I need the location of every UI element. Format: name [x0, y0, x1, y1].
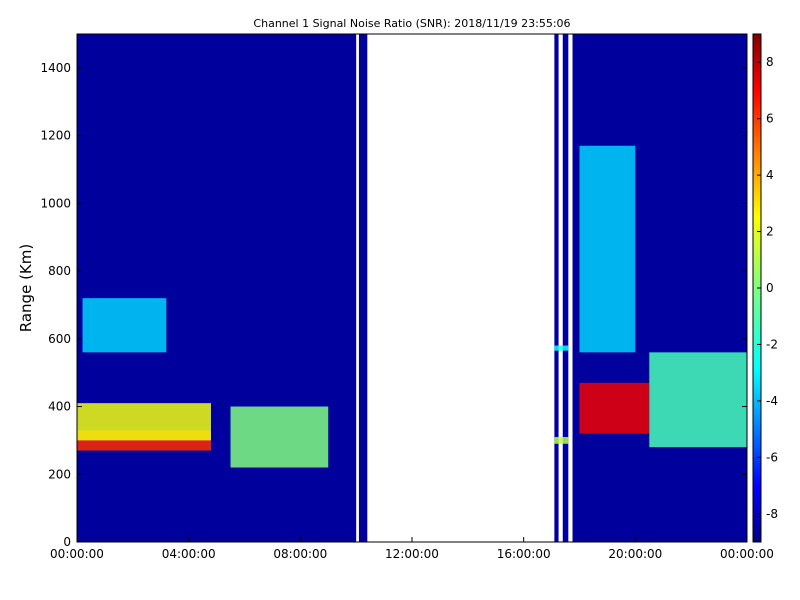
x-tick-label: 20:00:00	[608, 547, 662, 561]
x-axis: 00:00:00 04:00:00 08:00:00 12:00:00 16:00:00…	[50, 537, 774, 561]
y-tick-label: 800	[48, 264, 71, 278]
x-tick-label: 08:00:00	[273, 547, 327, 561]
y-tick-label: 0	[63, 535, 71, 549]
snr-features	[77, 145, 747, 468]
y-axis-label: Range (Km)	[17, 244, 35, 332]
colorbar-tick-label: -4	[766, 394, 778, 408]
x-tick-label: 04:00:00	[162, 547, 216, 561]
snr-feature-4	[554, 437, 569, 444]
colorbar-tick-label: -8	[766, 507, 778, 521]
data-column-1	[358, 34, 368, 542]
x-tick-label: 16:00:00	[497, 547, 551, 561]
colorbar-tick-label: 6	[766, 112, 774, 126]
snr-feature-8	[579, 145, 636, 353]
chart-title: Channel 1 Signal Noise Ratio (SNR): 2018…	[253, 17, 570, 30]
x-tick-label: 00:00:00	[720, 547, 774, 561]
y-tick-label: 400	[48, 400, 71, 414]
colorbar-tick-label: 4	[766, 168, 774, 182]
y-tick-label: 600	[48, 332, 71, 346]
snr-feature-1	[77, 403, 211, 441]
colorbar-axis: -8 -6 -4 -2 0 2 4 6 8	[757, 55, 778, 521]
y-tick-label: 1200	[40, 129, 71, 143]
colorbar-tick-label: 0	[766, 281, 774, 295]
y-tick-label: 1400	[40, 61, 71, 75]
colorbar-tick-label: -2	[766, 337, 778, 351]
snr-feature-5	[554, 345, 569, 351]
data-columns	[77, 34, 747, 542]
y-tick-label: 200	[48, 467, 71, 481]
snr-feature-6	[579, 382, 650, 434]
x-tick-label: 00:00:00	[50, 547, 104, 561]
colorbar-tick-label: 2	[766, 225, 774, 239]
y-axis: 0 200 400 600 800 1000 1200 1400	[40, 61, 747, 549]
y-tick-label: 1000	[40, 196, 71, 210]
colorbar-tick-label: 8	[766, 55, 774, 69]
snr-feature-3	[230, 406, 329, 468]
colorbar-tick-label: -6	[766, 450, 778, 464]
snr-feature-7	[649, 352, 747, 448]
snr-feature-2	[82, 298, 167, 353]
data-column-2	[554, 34, 559, 542]
data-column-3	[562, 34, 569, 542]
x-tick-label: 12:00:00	[385, 547, 439, 561]
